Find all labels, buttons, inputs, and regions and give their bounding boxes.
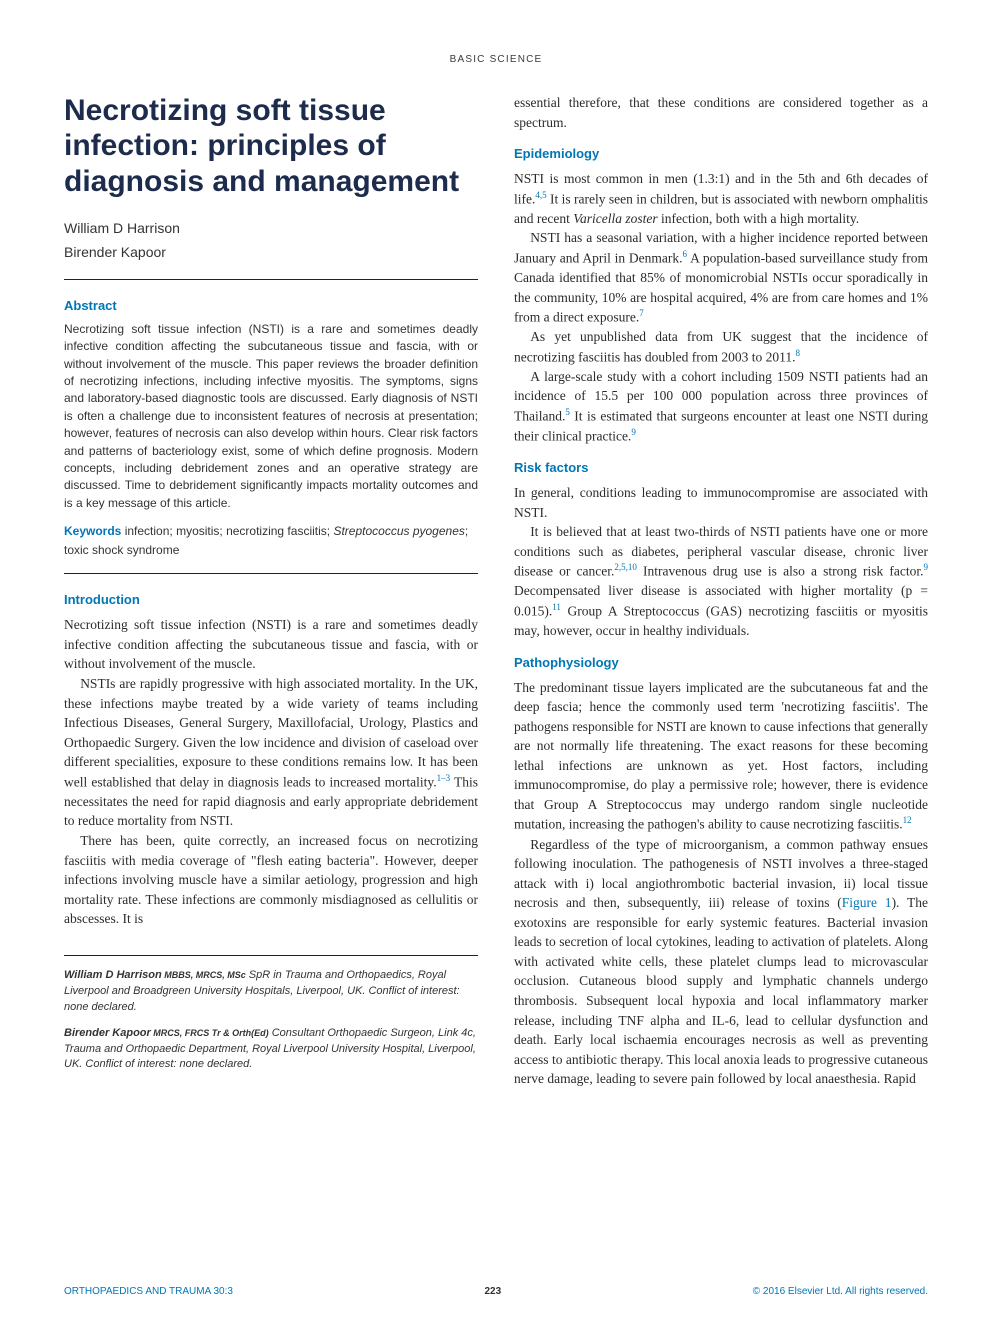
section-heading-risk-factors: Risk factors [514, 460, 928, 475]
footer-page-number: 223 [485, 1286, 502, 1297]
citation-superscript: 8 [795, 348, 800, 358]
keywords-italic: Streptococcus pyogenes [333, 524, 464, 538]
divider [64, 573, 478, 574]
page-footer: ORTHOPAEDICS AND TRAUMA 30:3 223 © 2016 … [64, 1286, 928, 1297]
body-text: ). The exotoxins are responsible for ear… [514, 895, 928, 1086]
body-text: It is estimated that surgeons encounter … [514, 408, 928, 443]
keywords: Keywords infection; myositis; necrotizin… [64, 522, 478, 559]
body-paragraph: essential therefore, that these conditio… [514, 93, 928, 132]
body-paragraph: A large-scale study with a cohort includ… [514, 367, 928, 446]
body-paragraph: NSTI is most common in men (1.3:1) and i… [514, 169, 928, 228]
section-heading-epidemiology: Epidemiology [514, 146, 928, 161]
footer-journal: ORTHOPAEDICS AND TRAUMA 30:3 [64, 1286, 233, 1297]
author-name: William D Harrison [64, 217, 478, 241]
affil-name: Birender Kapoor [64, 1027, 151, 1039]
citation-superscript: 1–3 [437, 773, 451, 783]
author-name: Birender Kapoor [64, 241, 478, 265]
section-heading-pathophysiology: Pathophysiology [514, 655, 928, 670]
body-paragraph: NSTIs are rapidly progressive with high … [64, 674, 478, 831]
body-text: infection, both with a high mortality. [658, 211, 860, 226]
citation-superscript: 9 [924, 562, 929, 572]
citation-superscript: 9 [631, 427, 636, 437]
affil-degrees: MRCS, FRCS Tr & Orth(Ed) [151, 1028, 269, 1038]
left-column: Necrotizing soft tissue infection: princ… [64, 93, 478, 1097]
body-paragraph: Regardless of the type of microorganism,… [514, 835, 928, 1089]
section-heading-introduction: Introduction [64, 592, 478, 607]
author-affiliations: William D Harrison MBBS, MRCS, MSc SpR i… [64, 955, 478, 1074]
two-column-layout: Necrotizing soft tissue infection: princ… [64, 93, 928, 1097]
body-text: NSTIs are rapidly progressive with high … [64, 676, 478, 789]
divider [64, 955, 478, 956]
author-list: William D Harrison Birender Kapoor [64, 217, 478, 265]
body-paragraph: NSTI has a seasonal variation, with a hi… [514, 228, 928, 327]
body-text: As yet unpublished data from UK suggest … [514, 329, 928, 364]
affiliation: William D Harrison MBBS, MRCS, MSc SpR i… [64, 968, 478, 1016]
abstract-heading: Abstract [64, 298, 478, 313]
body-paragraph: It is believed that at least two-thirds … [514, 522, 928, 640]
abstract-text: Necrotizing soft tissue infection (NSTI)… [64, 321, 478, 512]
divider [64, 279, 478, 280]
citation-superscript: 12 [903, 815, 912, 825]
figure-reference: Figure 1 [842, 895, 892, 910]
footer-copyright: © 2016 Elsevier Ltd. All rights reserved… [753, 1286, 928, 1297]
citation-superscript: 2,5,10 [614, 562, 637, 572]
body-text: Group A Streptococcus (GAS) necrotizing … [514, 603, 928, 638]
body-paragraph: Necrotizing soft tissue infection (NSTI)… [64, 615, 478, 674]
citation-superscript: 11 [552, 602, 561, 612]
keywords-label: Keywords [64, 524, 121, 538]
citation-superscript: 7 [639, 308, 644, 318]
affiliation: Birender Kapoor MRCS, FRCS Tr & Orth(Ed)… [64, 1026, 478, 1074]
right-column: essential therefore, that these conditio… [514, 93, 928, 1097]
affil-name: William D Harrison [64, 969, 162, 981]
affil-degrees: MBBS, MRCS, MSc [162, 970, 246, 980]
keywords-text: infection; myositis; necrotizing fasciit… [125, 524, 334, 538]
body-paragraph: As yet unpublished data from UK suggest … [514, 327, 928, 367]
body-paragraph: In general, conditions leading to immuno… [514, 483, 928, 522]
body-paragraph: There has been, quite correctly, an incr… [64, 831, 478, 929]
body-text: Intravenous drug use is also a strong ri… [637, 564, 924, 579]
body-paragraph: The predominant tissue layers implicated… [514, 678, 928, 835]
body-text: The predominant tissue layers implicated… [514, 680, 928, 832]
citation-superscript: 4,5 [535, 190, 546, 200]
italic-term: Varicella zoster [573, 211, 657, 226]
running-head: BASIC SCIENCE [64, 54, 928, 65]
article-title: Necrotizing soft tissue infection: princ… [64, 93, 478, 199]
